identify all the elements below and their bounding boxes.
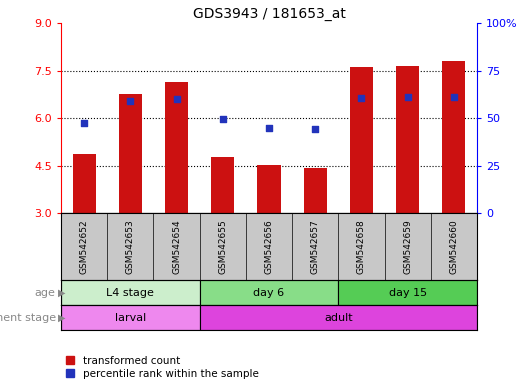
Point	[311, 126, 320, 132]
Text: L4 stage: L4 stage	[107, 288, 154, 298]
Bar	[443, 61, 465, 213]
Text: GSM542660: GSM542660	[449, 219, 458, 274]
Text: ▶: ▶	[58, 288, 66, 298]
Text: GSM542655: GSM542655	[218, 219, 227, 274]
Point	[218, 116, 227, 122]
Bar	[350, 68, 373, 213]
Point	[449, 94, 458, 101]
Bar	[61, 305, 200, 330]
Bar	[73, 154, 95, 213]
Text: GSM542654: GSM542654	[172, 219, 181, 274]
Point	[403, 94, 412, 101]
Text: day 15: day 15	[388, 288, 427, 298]
Text: development stage: development stage	[0, 313, 56, 323]
Text: GSM542658: GSM542658	[357, 219, 366, 274]
Bar	[258, 165, 280, 213]
Text: GSM542652: GSM542652	[80, 219, 89, 274]
Bar	[338, 280, 477, 305]
Bar	[119, 94, 142, 213]
Text: adult: adult	[324, 313, 352, 323]
Text: day 6: day 6	[253, 288, 285, 298]
Text: GSM542656: GSM542656	[264, 219, 273, 274]
Text: GSM542657: GSM542657	[311, 219, 320, 274]
Point	[126, 98, 135, 104]
Title: GDS3943 / 181653_at: GDS3943 / 181653_at	[192, 7, 346, 21]
Text: GSM542653: GSM542653	[126, 219, 135, 274]
Bar	[304, 168, 327, 213]
Point	[357, 95, 366, 101]
Text: age: age	[35, 288, 56, 298]
Bar	[200, 305, 477, 330]
Point	[265, 125, 273, 131]
Bar	[61, 280, 200, 305]
Point	[172, 96, 181, 102]
Bar	[165, 82, 188, 213]
Bar	[396, 66, 419, 213]
Legend: transformed count, percentile rank within the sample: transformed count, percentile rank withi…	[66, 356, 259, 379]
Text: GSM542659: GSM542659	[403, 219, 412, 274]
Text: larval: larval	[114, 313, 146, 323]
Point	[80, 120, 89, 126]
Text: ▶: ▶	[58, 313, 66, 323]
Bar	[200, 280, 338, 305]
Bar	[211, 157, 234, 213]
